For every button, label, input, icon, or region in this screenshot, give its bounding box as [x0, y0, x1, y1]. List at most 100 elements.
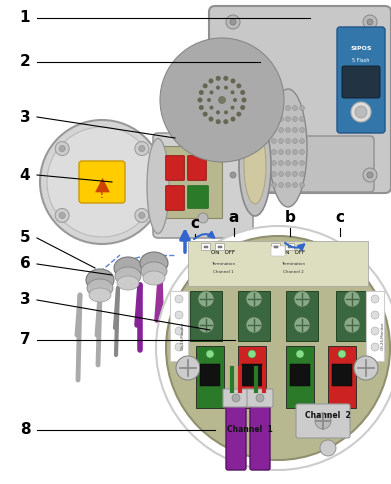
- Ellipse shape: [115, 267, 141, 285]
- Circle shape: [300, 106, 305, 110]
- Text: Channel 1: Channel 1: [213, 270, 233, 274]
- Circle shape: [192, 70, 252, 130]
- Circle shape: [256, 394, 264, 402]
- Text: c: c: [190, 216, 199, 231]
- Circle shape: [271, 117, 276, 121]
- Circle shape: [344, 317, 360, 333]
- FancyBboxPatch shape: [215, 243, 224, 251]
- Circle shape: [55, 142, 69, 155]
- Circle shape: [271, 182, 276, 187]
- Circle shape: [292, 161, 298, 166]
- Circle shape: [231, 78, 235, 83]
- Circle shape: [278, 127, 283, 133]
- Circle shape: [47, 127, 157, 237]
- Text: ON   OFF: ON OFF: [211, 251, 235, 256]
- Circle shape: [176, 356, 200, 380]
- FancyBboxPatch shape: [328, 346, 356, 408]
- Text: 3: 3: [20, 109, 30, 124]
- Circle shape: [246, 317, 262, 333]
- FancyBboxPatch shape: [162, 146, 222, 218]
- FancyBboxPatch shape: [242, 364, 262, 386]
- Text: 7: 7: [20, 333, 30, 348]
- FancyBboxPatch shape: [271, 246, 285, 256]
- Circle shape: [292, 127, 298, 133]
- Circle shape: [292, 117, 298, 121]
- FancyBboxPatch shape: [290, 364, 310, 386]
- Ellipse shape: [269, 89, 307, 207]
- Circle shape: [278, 150, 283, 154]
- Text: 1: 1: [20, 11, 30, 26]
- Circle shape: [231, 91, 235, 94]
- FancyBboxPatch shape: [366, 291, 384, 361]
- Circle shape: [278, 106, 283, 110]
- Circle shape: [223, 119, 228, 124]
- Text: CH-18-Monitor: CH-18-Monitor: [181, 322, 185, 350]
- Circle shape: [216, 86, 220, 90]
- Ellipse shape: [114, 257, 142, 279]
- Ellipse shape: [87, 279, 113, 297]
- FancyBboxPatch shape: [288, 246, 292, 248]
- Circle shape: [294, 291, 310, 307]
- FancyBboxPatch shape: [296, 404, 350, 438]
- FancyBboxPatch shape: [238, 291, 270, 341]
- Circle shape: [166, 236, 390, 460]
- Circle shape: [135, 209, 149, 223]
- Text: 2: 2: [20, 55, 30, 70]
- Text: Termination: Termination: [211, 262, 235, 266]
- Ellipse shape: [239, 116, 271, 216]
- Circle shape: [175, 311, 183, 319]
- Circle shape: [300, 150, 305, 154]
- Circle shape: [139, 146, 145, 151]
- Circle shape: [170, 48, 274, 152]
- Circle shape: [55, 209, 69, 223]
- Circle shape: [246, 291, 262, 307]
- Text: CH-26-Monitor: CH-26-Monitor: [381, 322, 385, 350]
- Circle shape: [226, 168, 240, 182]
- Text: 3: 3: [20, 292, 30, 307]
- Text: ON   OFF: ON OFF: [281, 251, 305, 256]
- FancyBboxPatch shape: [166, 186, 184, 211]
- FancyBboxPatch shape: [285, 243, 294, 251]
- FancyBboxPatch shape: [209, 6, 391, 193]
- Circle shape: [252, 440, 268, 456]
- Circle shape: [240, 105, 245, 110]
- Circle shape: [210, 91, 213, 94]
- Ellipse shape: [143, 271, 165, 285]
- Circle shape: [292, 171, 298, 177]
- Circle shape: [59, 212, 65, 218]
- Circle shape: [135, 142, 149, 155]
- Circle shape: [292, 150, 298, 154]
- Text: Termination: Termination: [281, 262, 305, 266]
- Circle shape: [271, 138, 276, 143]
- Circle shape: [278, 171, 283, 177]
- Text: ▲: ▲: [95, 175, 109, 194]
- Circle shape: [300, 182, 305, 187]
- Circle shape: [371, 311, 379, 319]
- Circle shape: [271, 161, 276, 166]
- Text: Channel 2: Channel 2: [283, 270, 303, 274]
- Circle shape: [285, 138, 291, 143]
- Ellipse shape: [244, 128, 266, 204]
- Circle shape: [198, 317, 214, 333]
- Circle shape: [223, 76, 228, 81]
- FancyBboxPatch shape: [204, 246, 208, 248]
- Ellipse shape: [89, 288, 111, 302]
- FancyBboxPatch shape: [271, 243, 280, 251]
- Circle shape: [300, 127, 305, 133]
- Circle shape: [236, 112, 241, 117]
- Circle shape: [240, 90, 245, 95]
- FancyBboxPatch shape: [201, 243, 210, 251]
- Circle shape: [197, 97, 203, 103]
- Ellipse shape: [140, 252, 168, 274]
- Circle shape: [271, 106, 276, 110]
- Text: c: c: [335, 211, 344, 226]
- FancyBboxPatch shape: [266, 136, 374, 192]
- Circle shape: [198, 213, 208, 223]
- Circle shape: [208, 78, 213, 83]
- Circle shape: [224, 110, 228, 114]
- Text: a: a: [229, 211, 239, 226]
- Text: Channel  2: Channel 2: [305, 411, 351, 421]
- Text: 4: 4: [20, 167, 30, 182]
- FancyBboxPatch shape: [188, 156, 206, 181]
- Circle shape: [285, 182, 291, 187]
